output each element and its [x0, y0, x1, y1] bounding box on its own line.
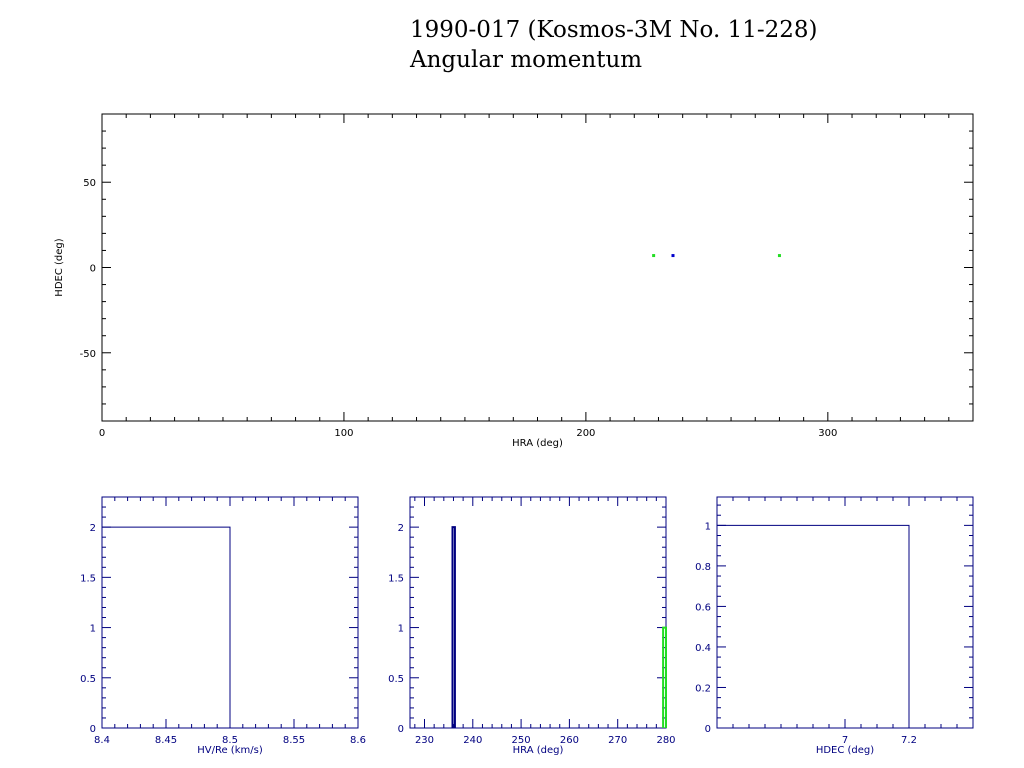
hra-histogram: 230 240 250 260 270 280 0 0.5 1 1.5 2 HRA (deg) [388, 496, 676, 756]
y-tick-label: 0 [398, 724, 404, 735]
sky-position-plot: 0 100 200 300 -50 0 50 HRA (deg) HDEC (deg) [54, 113, 974, 449]
x-tick-label: 270 [608, 735, 627, 746]
histogram-bar [101, 526, 231, 728]
x-tick-label: 7.2 [901, 735, 917, 746]
histogram-bar [716, 524, 910, 728]
y-tick-label: 0 [705, 724, 711, 735]
x-tick-label: 230 [415, 735, 434, 746]
x-axis-label: HRA (deg) [512, 438, 563, 449]
y-tick-label: -50 [80, 349, 96, 360]
x-tick-label: 260 [560, 735, 579, 746]
chart-subtitle: Angular momentum [409, 47, 642, 73]
histogram-bar [451, 526, 456, 728]
plot-frame [101, 113, 974, 422]
y-tick-label: 0.5 [388, 674, 404, 685]
y-tick-label: 1 [398, 624, 404, 635]
x-tick-label: 8.6 [350, 735, 366, 746]
x-tick-label: 8.45 [155, 735, 177, 746]
x-tick-label: 240 [463, 735, 482, 746]
y-axis-label: HDEC (deg) [54, 238, 65, 296]
x-tick-label: 8.5 [222, 735, 238, 746]
x-axis-label: HDEC (deg) [816, 745, 874, 756]
y-tick-label: 50 [83, 178, 96, 189]
x-tick-label: 8.4 [94, 735, 110, 746]
y-tick-label: 1.5 [388, 573, 404, 584]
y-tick-label: 2 [398, 523, 404, 534]
x-tick-label: 8.55 [283, 735, 305, 746]
y-tick-label: 0.2 [695, 683, 711, 694]
y-tick-label: 1 [90, 624, 96, 635]
x-tick-label: 280 [656, 735, 675, 746]
x-axis-label: HRA (deg) [513, 745, 564, 756]
y-tick-label: 2 [90, 523, 96, 534]
histogram-bar [662, 626, 667, 728]
y-tick-label: 0 [90, 264, 96, 275]
data-point [777, 254, 781, 258]
x-axis-label: HV/Re (km/s) [197, 745, 263, 756]
y-tick-label: 0.6 [695, 602, 711, 613]
x-tick-label: 7 [842, 735, 848, 746]
x-tick-label: 200 [576, 428, 595, 439]
x-tick-label: 100 [334, 428, 353, 439]
plot-frame [409, 496, 667, 729]
data-point [671, 254, 675, 258]
x-tick-label: 300 [818, 428, 837, 439]
velocity-histogram: 8.4 8.45 8.5 8.55 8.6 0 0.5 1 1.5 2 HV/Re (km/s) [80, 496, 366, 756]
x-tick-label: 0 [99, 428, 105, 439]
y-tick-label: 1.5 [80, 573, 96, 584]
y-tick-label: 0 [90, 724, 96, 735]
plot-frame [716, 496, 974, 729]
data-point [652, 254, 656, 258]
y-tick-label: 0.5 [80, 674, 96, 685]
y-tick-label: 0.4 [695, 643, 711, 654]
y-tick-label: 0.8 [695, 562, 711, 573]
y-tick-label: 1 [705, 521, 711, 532]
chart-title: 1990-017 (Kosmos-3M No. 11-228) [410, 17, 818, 43]
hdec-histogram: 7 7.2 0 0.2 0.4 0.6 0.8 1 HDEC (deg) [695, 496, 974, 756]
x-tick-label: 250 [512, 735, 531, 746]
